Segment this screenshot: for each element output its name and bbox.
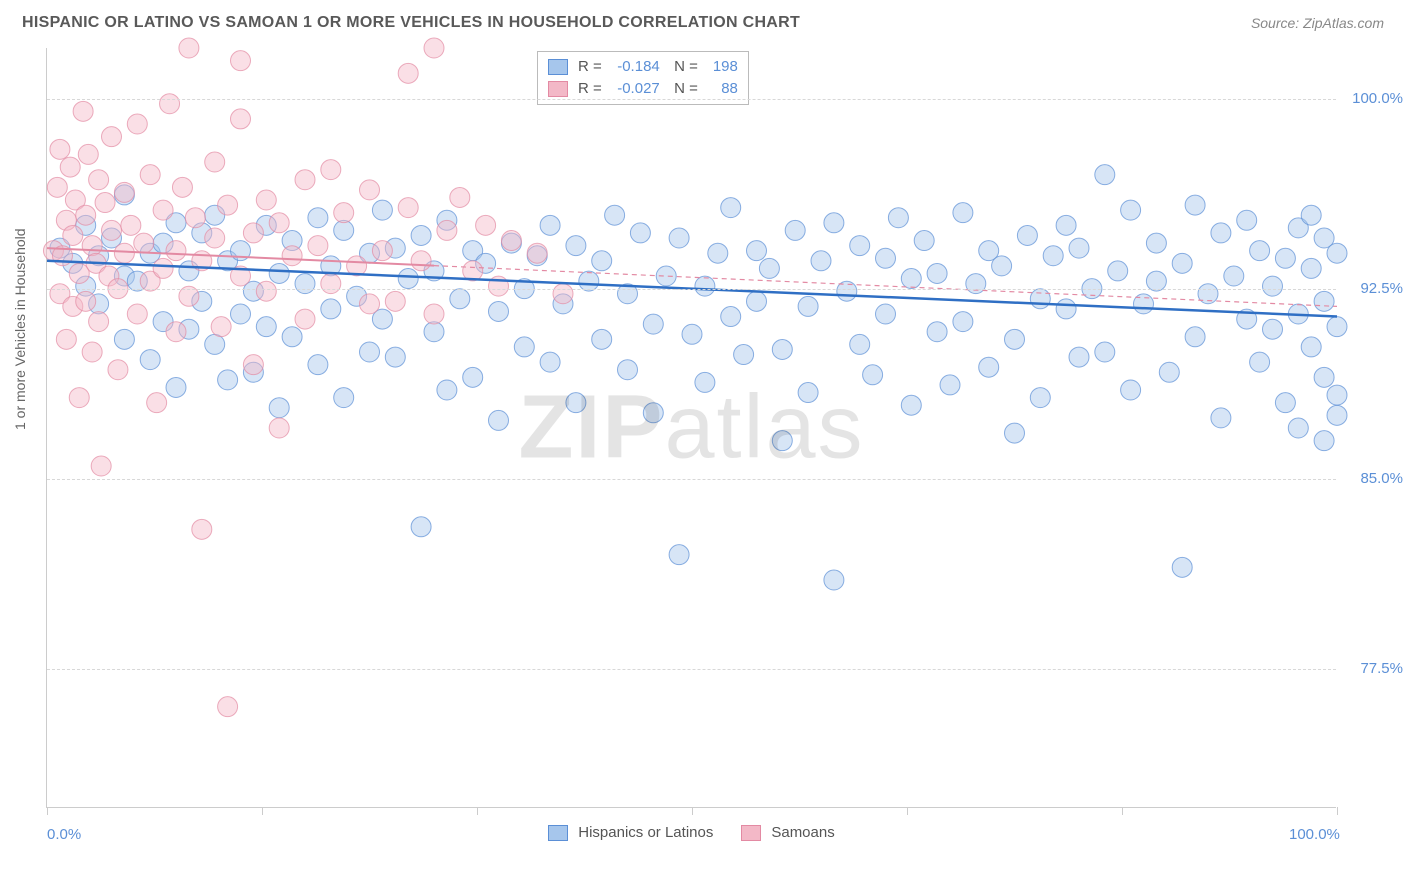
- legend-swatch-samoans: [741, 825, 761, 841]
- legend-bottom: Hispanics or Latinos Samoans: [47, 824, 1336, 841]
- legend-label-hispanics: Hispanics or Latinos: [578, 824, 713, 841]
- source-text: Source: ZipAtlas.com: [1251, 15, 1384, 31]
- stat-n-val-1: 198: [704, 56, 738, 78]
- stats-row-2: R = -0.027 N = 88: [548, 78, 738, 100]
- ytick-label: 92.5%: [1343, 280, 1403, 297]
- stat-r-val-2: -0.027: [608, 78, 660, 100]
- stat-n-val-2: 88: [704, 78, 738, 100]
- scatter-svg: [47, 48, 1336, 807]
- chart-plot-area: ZIPatlas R = -0.184 N = 198 R = -0.027 N…: [46, 48, 1336, 808]
- xtick-label-left: 0.0%: [47, 826, 81, 843]
- stat-r-label-1: R =: [578, 56, 602, 78]
- ytick-label: 77.5%: [1343, 660, 1403, 677]
- swatch-samoans: [548, 81, 568, 97]
- chart-title: HISPANIC OR LATINO VS SAMOAN 1 OR MORE V…: [22, 14, 800, 32]
- legend-item-hispanics: Hispanics or Latinos: [548, 824, 713, 841]
- legend-item-samoans: Samoans: [741, 824, 834, 841]
- stat-r-label-2: R =: [578, 78, 602, 100]
- y-axis-label: 1 or more Vehicles in Household: [12, 228, 28, 430]
- stats-legend-box: R = -0.184 N = 198 R = -0.027 N = 88: [537, 51, 749, 105]
- stat-r-val-1: -0.184: [608, 56, 660, 78]
- stat-n-label-1: N =: [666, 56, 698, 78]
- stat-n-label-2: N =: [666, 78, 698, 100]
- swatch-hispanics: [548, 59, 568, 75]
- ytick-label: 85.0%: [1343, 470, 1403, 487]
- legend-swatch-hispanics: [548, 825, 568, 841]
- legend-label-samoans: Samoans: [771, 824, 834, 841]
- ytick-label: 100.0%: [1343, 90, 1403, 107]
- xtick-label-right: 100.0%: [1289, 826, 1340, 843]
- stats-row-1: R = -0.184 N = 198: [548, 56, 738, 78]
